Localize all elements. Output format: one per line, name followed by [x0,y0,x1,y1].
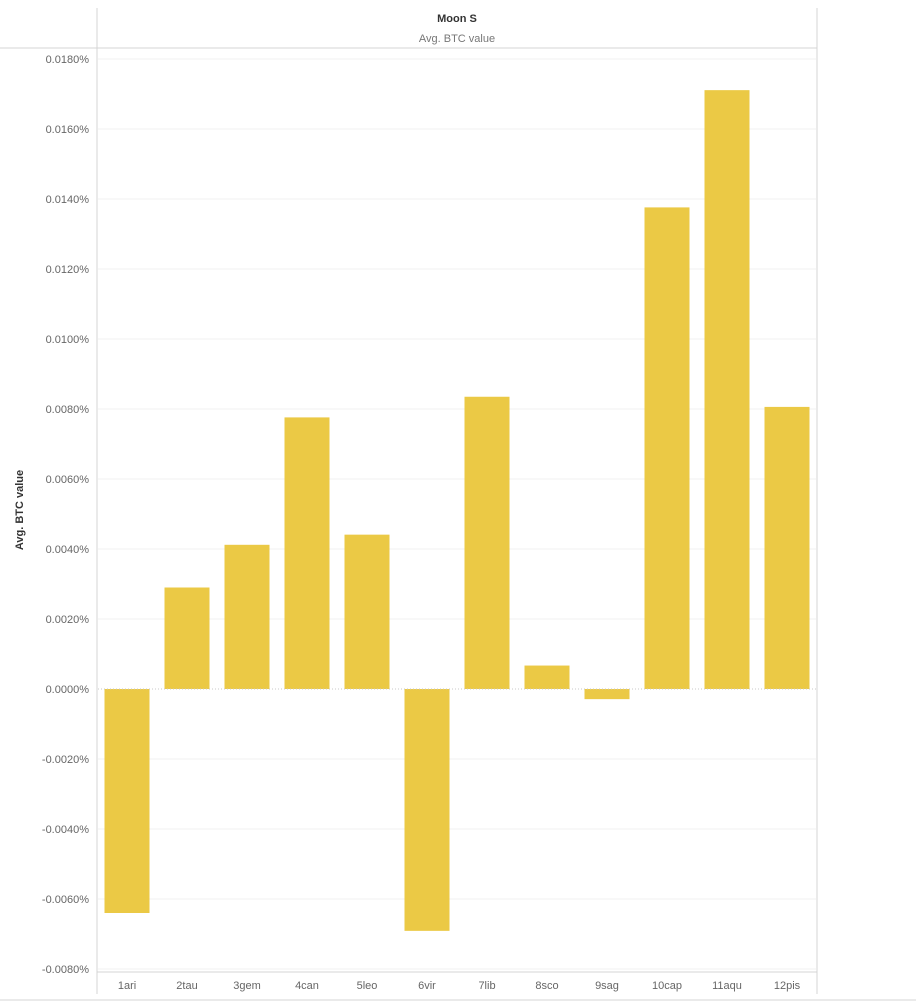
y-tick-label: -0.0040% [42,824,89,836]
x-category-label: 4can [295,980,319,992]
x-category-label: 11aqu [712,980,742,992]
x-category-label: 5leo [357,980,378,992]
y-tick-label: 0.0000% [46,684,90,696]
x-category-label: 2tau [176,980,197,992]
bar-1ari [104,689,150,913]
bar-7lib [464,396,510,689]
y-tick-label: 0.0080% [46,404,90,416]
x-category-label: 8sco [535,980,558,992]
bar-10cap [644,207,690,689]
x-axis-categories: 1ari 2tau 3gem 4can 5leo 6vir 7lib 8sco 9sag 10ca… [118,980,801,992]
y-tick-label: 0.0040% [46,544,90,556]
chart-subtitle: Avg. BTC value [419,33,495,45]
x-category-label: 6vir [418,980,436,992]
y-tick-label: 0.0180% [46,54,90,66]
y-tick-label: -0.0060% [42,894,89,906]
bar-2tau [164,587,210,689]
x-category-label: 10cap [652,980,682,992]
bar-11aqu [704,90,750,689]
y-axis-ticks: -0.0080% -0.0060% -0.0040% -0.0020% 0.0000% 0… [42,54,89,976]
x-category-label: 7lib [478,980,495,992]
bar-6vir [404,689,450,931]
x-category-label: 12pis [774,980,801,992]
bar-12pis [764,406,810,689]
x-category-label: 1ari [118,980,136,992]
y-tick-label: 0.0060% [46,474,90,486]
chart-frame [0,8,916,1001]
chart-title: Moon S [437,13,477,25]
x-category-label: 9sag [595,980,619,992]
y-tick-label: -0.0020% [42,754,89,766]
y-axis-title: Avg. BTC value [14,470,26,550]
bar-8sco [524,665,570,689]
y-tick-label: 0.0100% [46,334,90,346]
bar-3gem [224,544,270,689]
bar-5leo [344,534,390,689]
y-tick-label: 0.0160% [46,124,90,136]
y-tick-label: 0.0140% [46,194,90,206]
y-tick-label: 0.0020% [46,614,90,626]
bar-4can [284,417,330,689]
bar-9sag [584,689,630,700]
y-tick-label: -0.0080% [42,964,89,976]
x-category-label: 3gem [233,980,261,992]
gridlines [98,58,816,970]
bars [104,90,810,931]
y-tick-label: 0.0120% [46,264,90,276]
